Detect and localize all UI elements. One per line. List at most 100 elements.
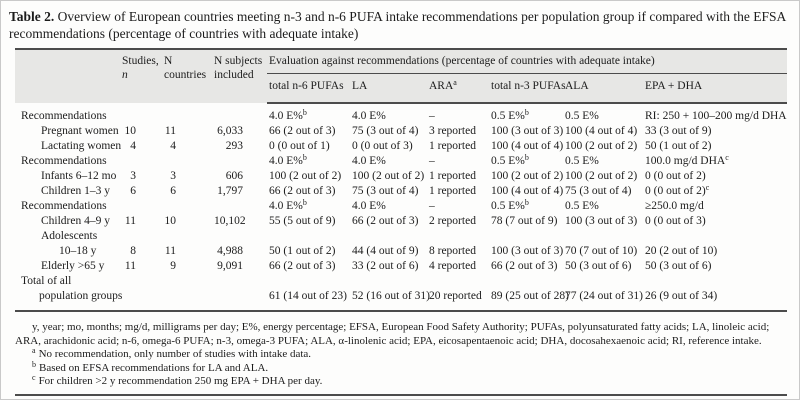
table-cell: 4,988 [217, 245, 243, 257]
table-cell: 50 (1 out of 2) [645, 140, 712, 152]
table-cell: 6 [170, 185, 176, 197]
footnote-marker: b [302, 108, 307, 117]
table-cell: 10 [164, 215, 177, 227]
row-label: Total of all population groups [15, 274, 122, 312]
table-cell [212, 103, 267, 124]
table-row: Children 4–9 y 11 10 10,102 55 (5 out of 9) 6… [15, 214, 787, 229]
column-header-n-subjects: N subjects included [214, 55, 263, 81]
footnote-marker: b [302, 198, 307, 207]
table-cell: 66 (2 out of 3) [269, 185, 336, 197]
table-cell [162, 274, 212, 312]
table-cell: 3 reported [429, 125, 476, 137]
table-row: Elderly >65 y 11 9 9,091 66 (2 out of 3) 33 (… [15, 259, 787, 274]
table-header: Studies, n N countries N subjects include… [15, 49, 788, 104]
footnote-b-marker: b [32, 359, 36, 369]
table-cell: 20 reported [427, 274, 489, 312]
table-cell: 75 (3 out of 4) [352, 125, 419, 137]
table-cell: 4 reported [429, 260, 476, 272]
table-cell: 11 [164, 245, 176, 257]
footnote-marker: b [302, 153, 307, 162]
table-cell: 8 [130, 245, 136, 257]
row-label: Elderly >65 y [41, 260, 105, 272]
pufa-intake-table: Studies, n N countries N subjects include… [15, 48, 788, 312]
row-label: Recommendations [21, 200, 107, 212]
column-header: EPA + DHA [643, 73, 788, 104]
table-cell: 0 (0 out of 2)c [645, 183, 710, 198]
table-cell: 0.5 E% [565, 200, 599, 212]
table-row: Recommendations 4.0 E%b 4.0 E% –0.5 E%b 0.5 … [15, 103, 787, 124]
row-label: Lactating women [41, 140, 122, 152]
footnotes: y, year; mo, months; mg/d, milligrams pe… [15, 321, 787, 396]
footnote-marker: b [524, 198, 529, 207]
table-cell: 0 (0 out of 2) [645, 170, 706, 182]
table-cell: 0.5 E%b [491, 108, 529, 123]
table-cell: 100 (4 out of 4) [491, 185, 564, 197]
table-caption: Overview of European countries meeting n… [9, 9, 786, 41]
table-cell [120, 103, 162, 124]
table-title: Table 2. Overview of European countries … [9, 9, 787, 42]
table-cell [212, 154, 267, 169]
table-cell: 78 (7 out of 9) [491, 215, 558, 227]
table-cell: 33 (3 out of 9) [645, 125, 712, 137]
column-header: total n-6 PUFAs [267, 73, 350, 104]
table-cell: 0 (0 out of 3) [645, 215, 706, 227]
table-cell: – [429, 110, 435, 122]
table-cell [162, 199, 212, 214]
table-cell: 293 [225, 140, 243, 152]
table-cell: 0 (0 out of 3) [352, 140, 413, 152]
footnote-c-text: For children >2 y recommendation 250 mg … [38, 375, 323, 387]
table-cell: 20 (2 out of 10) [645, 245, 718, 257]
table-cell: 1 reported [429, 140, 476, 152]
table-cell: 89 (25 out of 28) [489, 274, 569, 312]
column-header: ARAa [427, 73, 489, 104]
row-label: Infants 6–12 mo [41, 170, 117, 182]
table-cell: ≥250.0 mg/d [645, 200, 704, 212]
table-cell: 4.0 E% [352, 110, 386, 122]
table-cell: 50 (3 out of 6) [645, 260, 712, 272]
table-cell: 8 reported [429, 245, 476, 257]
footnote-marker: c [705, 183, 710, 192]
table-cell: 0.5 E% [565, 155, 599, 167]
column-header: total n-3 PUFAs [489, 73, 566, 104]
table-cell: 50 (1 out of 2) [269, 245, 336, 257]
table-cell: RI: 250 + 100–200 mg/d DHA [645, 110, 787, 122]
table-cell: 100 (2 out of 2) [352, 170, 425, 182]
table-cell: 55 (5 out of 9) [269, 215, 336, 227]
table-cell: 100 (2 out of 2) [269, 170, 342, 182]
table-cell: 4.0 E%b [269, 108, 307, 123]
table-cell: 3 [170, 170, 176, 182]
table-cell: 61 (14 out of 23) [267, 274, 350, 312]
table-cell: 2 reported [429, 215, 476, 227]
header-row-top: Studies, n N countries N subjects include… [15, 49, 788, 81]
table-cell: 0.5 E%b [491, 198, 529, 213]
table-cell: 9 [170, 260, 176, 272]
table-row: Recommendations 4.0 E%b 4.0 E% –0.5 E%b 0.5 … [15, 154, 787, 169]
table-cell: 66 (2 out of 3) [491, 260, 558, 272]
column-header-studies: Studies, n [122, 55, 159, 81]
table-cell [212, 274, 267, 312]
table-row: Infants 6–12 mo 3 3 606 100 (2 out of 2) 100 … [15, 169, 787, 184]
footnote-c: c For children >2 y recommendation 250 mg… [32, 374, 787, 389]
row-label: Adolescents 10–18 y [41, 230, 98, 257]
column-header-blank [15, 49, 120, 103]
table-cell: 0.5 E% [565, 110, 599, 122]
footnote-a-marker: a [32, 346, 36, 355]
table-cell: 4 [130, 140, 136, 152]
table-cell: – [429, 200, 435, 212]
table-cell: 1 reported [429, 170, 476, 182]
column-header: ALA [563, 73, 643, 104]
table-row: Adolescents 10–18 y 8 11 4,988 50 (1 out of 2… [15, 229, 787, 259]
table-cell: 75 (3 out of 4) [565, 185, 632, 197]
table-row: Pregnant women 10 11 6,033 66 (2 out of 3) 75… [15, 124, 787, 139]
table-cell: 6 [130, 185, 136, 197]
row-label: Recommendations [21, 155, 107, 167]
table-cell: 70 (7 out of 10) [565, 245, 638, 257]
table-cell: 100 (2 out of 2) [565, 140, 638, 152]
header-row-sub: total n-6 PUFAs LA ARAa total n-3 PUFAs ALA E… [15, 73, 788, 104]
table-cell: 10,102 [214, 215, 246, 227]
table-cell: 100 (3 out of 3) [491, 245, 564, 257]
table-cell [162, 154, 212, 169]
table-cell [212, 199, 267, 214]
table-cell: 77 (24 out of 31) [563, 274, 643, 312]
